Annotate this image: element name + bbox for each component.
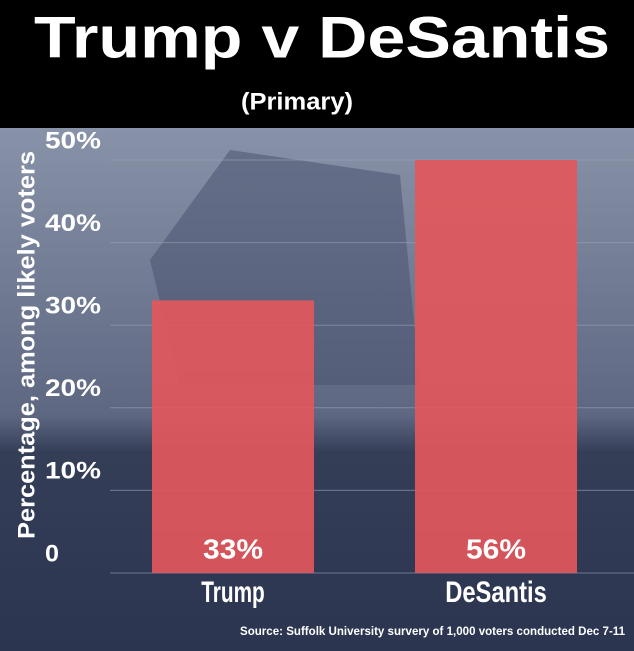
bar <box>152 300 314 573</box>
value-label: 56% <box>466 533 526 564</box>
y-axis-label: Percentage, among likely voters <box>13 151 40 539</box>
chart-subtitle: (Primary) <box>241 88 353 115</box>
y-tick-label: 0 <box>45 540 59 567</box>
y-tick-label: 50% <box>45 127 101 154</box>
x-tick-label: Trump <box>201 576 265 609</box>
source-note: Source: Suffolk University survery of 1,… <box>240 624 625 638</box>
bars <box>152 160 577 573</box>
bar <box>415 160 577 573</box>
y-tick-label: 30% <box>45 293 101 320</box>
chart-title: Trump v DeSantis <box>34 5 610 70</box>
y-tick-label: 10% <box>45 458 101 485</box>
header-band <box>0 0 634 128</box>
y-tick-label: 40% <box>45 210 101 237</box>
x-tick-label: DeSantis <box>445 576 547 609</box>
y-tick-label: 20% <box>45 375 101 402</box>
value-label: 33% <box>203 533 263 564</box>
